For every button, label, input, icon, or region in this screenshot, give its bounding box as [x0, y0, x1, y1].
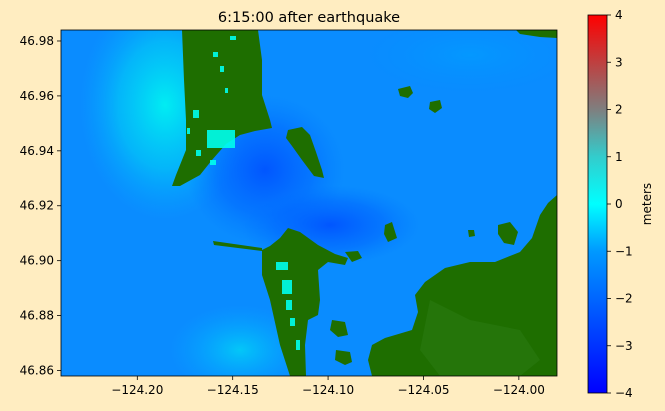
x-tick-label: −124.10: [302, 383, 354, 397]
colorbar-ramp: [587, 14, 608, 394]
colorbar-tick-label: 2: [615, 103, 623, 117]
water-offshore-north: [360, 30, 557, 95]
colorbar-tick-label: 1: [615, 150, 623, 164]
y-tick-label: 46.94: [20, 144, 54, 158]
colorbar-tick-label: −1: [615, 244, 633, 258]
y-tick-label: 46.98: [20, 34, 54, 48]
chart-title: 6:15:00 after earthquake: [218, 10, 400, 26]
colorbar-tick-label: 4: [615, 8, 623, 22]
colorbar-tick-label: −3: [615, 339, 633, 353]
x-tick-label: −124.15: [207, 383, 259, 397]
land-north-peninsula: [172, 30, 557, 237]
colorbar-label: meters: [640, 183, 654, 225]
water-shallow-southwest: [170, 305, 310, 376]
colorbar-tick-label: 0: [615, 197, 623, 211]
colorbar-tick-label: 3: [615, 55, 623, 69]
y-tick-label: 46.90: [20, 254, 54, 268]
y-axis: 46.86 46.88 46.90 46.92 46.94 46.96 46.98: [20, 34, 61, 378]
plot-frame: [60, 29, 558, 377]
y-tick-label: 46.92: [20, 199, 54, 213]
colorbar-tick-label: −4: [615, 386, 633, 400]
plot-area: [61, 30, 557, 376]
x-tick-label: −124.00: [493, 383, 545, 397]
colorbar-ticks: 4 3 2 1 0 −1 −2 −3 −4: [607, 8, 633, 400]
colorbar-tick-label: −2: [615, 292, 633, 306]
y-tick-label: 46.86: [20, 364, 54, 378]
colorbar: 4 3 2 1 0 −1 −2 −3 −4 meters: [587, 8, 654, 400]
land-southeast-shading: [420, 300, 540, 376]
x-tick-label: −124.20: [111, 383, 163, 397]
land-speckle-north: [187, 36, 236, 165]
x-tick-label: −124.05: [397, 383, 449, 397]
x-axis: −124.20 −124.15 −124.10 −124.05 −124.00: [111, 376, 545, 397]
land-speckle-south: [276, 262, 300, 350]
y-tick-label: 46.88: [20, 309, 54, 323]
y-tick-label: 46.96: [20, 89, 54, 103]
